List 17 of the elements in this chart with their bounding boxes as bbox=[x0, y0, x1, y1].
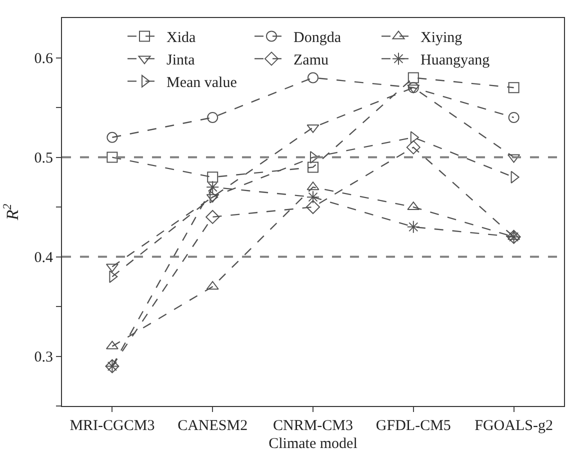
legend-label: Xiying bbox=[420, 30, 463, 46]
legend-label: Jinta bbox=[166, 52, 196, 69]
legend-label: Zamu bbox=[294, 52, 329, 69]
legend-label: Huangyang bbox=[420, 52, 490, 69]
x-tick-label: FGOALS-g2 bbox=[474, 418, 553, 434]
legend-label: Mean value bbox=[166, 75, 238, 92]
legend-label: Xida bbox=[166, 30, 196, 46]
x-tick-label: MRI-CGCM3 bbox=[70, 418, 155, 434]
x-tick-label: CNRM-CM3 bbox=[272, 418, 354, 434]
y-tick-label: 0.4 bbox=[34, 250, 54, 266]
legend-label: Dongda bbox=[294, 30, 342, 46]
y-tick-label: 0.5 bbox=[34, 150, 53, 167]
x-tick-label: GFDL-CM5 bbox=[376, 418, 451, 434]
y-tick-label: 0.6 bbox=[34, 51, 54, 68]
x-axis-title: Climate model bbox=[268, 436, 358, 452]
y-tick-label: 0.3 bbox=[34, 350, 53, 366]
x-tick-label: CANESM2 bbox=[178, 418, 248, 434]
